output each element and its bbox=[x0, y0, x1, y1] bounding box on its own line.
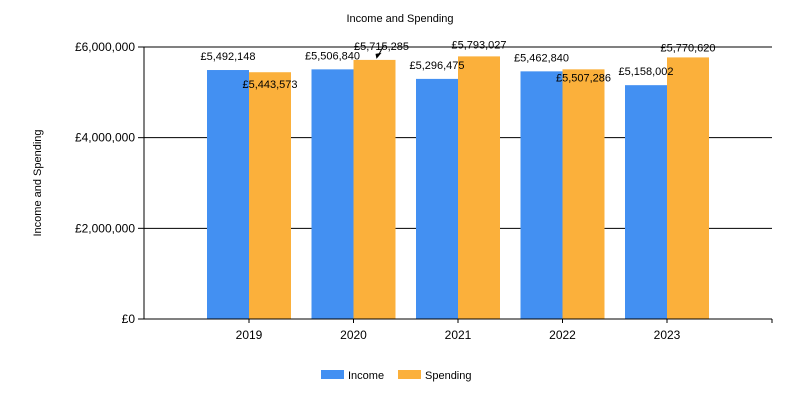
axes: £0 £2,000,000 £4,000,000 £6,000,000 2019 2020… bbox=[75, 40, 773, 342]
data-label-income: £5,462,840 bbox=[514, 52, 569, 64]
data-label-income: £5,492,148 bbox=[200, 51, 255, 63]
x-tick-label: 2020 bbox=[340, 328, 367, 342]
bar-spending bbox=[667, 57, 709, 319]
chart-title: Income and Spending bbox=[346, 13, 453, 25]
bar-spending bbox=[353, 59, 396, 320]
data-labels: £5,492,148 £5,506,840 £5,296,475 £5,462,840… bbox=[200, 39, 715, 91]
x-tick-label: 2019 bbox=[236, 328, 263, 342]
data-label-spending: £5,793,027 bbox=[451, 39, 506, 51]
y-tick-label: £4,000,000 bbox=[75, 131, 135, 145]
data-label-income: £5,158,002 bbox=[618, 66, 673, 78]
x-tick-label: 2022 bbox=[549, 328, 576, 342]
y-tick-label: £2,000,000 bbox=[75, 221, 135, 235]
data-label-spending: £5,715,285 bbox=[354, 41, 409, 53]
x-tick-label: 2021 bbox=[445, 328, 472, 342]
data-label-income: £5,296,475 bbox=[409, 60, 464, 72]
y-tick-label: £6,000,000 bbox=[75, 40, 135, 54]
legend-swatch-income bbox=[321, 370, 344, 379]
x-tick-label: 2023 bbox=[654, 328, 681, 342]
label-leader-arrow bbox=[375, 52, 382, 59]
bar-income bbox=[625, 85, 667, 319]
bar-spending bbox=[249, 72, 291, 319]
bar-income bbox=[311, 69, 354, 319]
bar-income bbox=[207, 70, 249, 320]
bar-income bbox=[416, 78, 458, 320]
data-label-spending: £5,507,286 bbox=[556, 72, 611, 84]
y-tick-label: £0 bbox=[122, 312, 136, 326]
legend-swatch-spending bbox=[398, 370, 421, 379]
y-axis-title: Income and Spending bbox=[32, 129, 44, 236]
legend: Income Spending bbox=[321, 370, 472, 382]
legend-label-spending: Spending bbox=[425, 370, 472, 382]
bar-income bbox=[520, 71, 563, 319]
data-label-spending: £5,443,573 bbox=[242, 79, 297, 91]
data-label-income: £5,506,840 bbox=[305, 50, 360, 62]
legend-label-income: Income bbox=[348, 370, 384, 382]
data-label-spending: £5,770,620 bbox=[660, 42, 715, 54]
bars bbox=[207, 56, 709, 320]
bar-spending bbox=[562, 69, 605, 319]
bar-spending bbox=[458, 56, 500, 319]
